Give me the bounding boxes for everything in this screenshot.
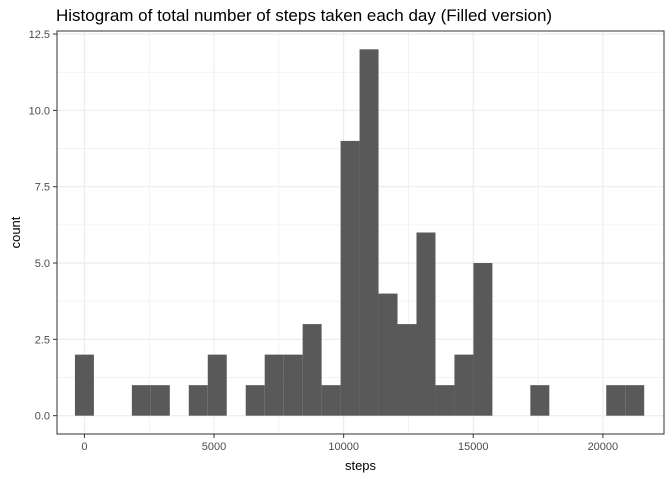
y-tick-label: 0.0 <box>35 411 50 423</box>
histogram-bar <box>625 385 645 416</box>
histogram-bar <box>321 385 341 416</box>
histogram-bar <box>283 354 303 416</box>
x-tick-label: 15000 <box>458 441 489 453</box>
y-tick-label: 12.5 <box>29 29 50 41</box>
y-axis-title: count <box>8 216 23 248</box>
histogram-bar <box>207 354 227 416</box>
chart-title: Histogram of total number of steps taken… <box>56 6 553 25</box>
histogram-bar <box>359 49 379 416</box>
histogram-bar <box>378 293 398 416</box>
x-tick-label: 5000 <box>202 441 226 453</box>
histogram-bar <box>530 385 550 416</box>
y-tick-label: 7.5 <box>35 182 50 194</box>
histogram-bar <box>264 354 284 416</box>
histogram-bar <box>302 324 322 416</box>
histogram-bar <box>150 385 170 416</box>
histogram-bar <box>131 385 151 416</box>
histogram-bar <box>435 385 455 416</box>
x-tick-label: 20000 <box>588 441 619 453</box>
histogram-bar <box>74 354 94 416</box>
y-tick-label: 2.5 <box>35 334 50 346</box>
y-tick-label: 5.0 <box>35 258 50 270</box>
histogram-bar <box>416 232 436 416</box>
histogram-bar <box>397 324 417 416</box>
histogram-bars <box>74 49 645 416</box>
panel-border <box>56 30 665 435</box>
histogram-bar <box>473 263 493 416</box>
histogram-bar <box>606 385 626 416</box>
y-axis-ticks: 0.0 2.5 5.0 7.5 10.0 12.5 <box>29 29 57 423</box>
y-tick-label: 10.0 <box>29 105 50 117</box>
x-axis-ticks: 0 5000 10000 15000 20000 <box>81 434 618 453</box>
histogram-bar <box>454 354 474 416</box>
histogram-bar <box>245 385 265 416</box>
histogram-bar <box>340 140 360 416</box>
x-axis-title: steps <box>345 458 377 473</box>
x-tick-label: 0 <box>81 441 87 453</box>
histogram-bar <box>188 385 208 416</box>
x-tick-label: 10000 <box>328 441 359 453</box>
